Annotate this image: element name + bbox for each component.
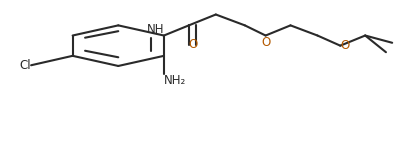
Text: NH: NH <box>146 22 164 36</box>
Text: O: O <box>189 38 198 51</box>
Text: Cl: Cl <box>20 59 31 72</box>
Text: NH₂: NH₂ <box>164 74 186 87</box>
Text: O: O <box>261 36 270 49</box>
Text: O: O <box>340 39 349 52</box>
